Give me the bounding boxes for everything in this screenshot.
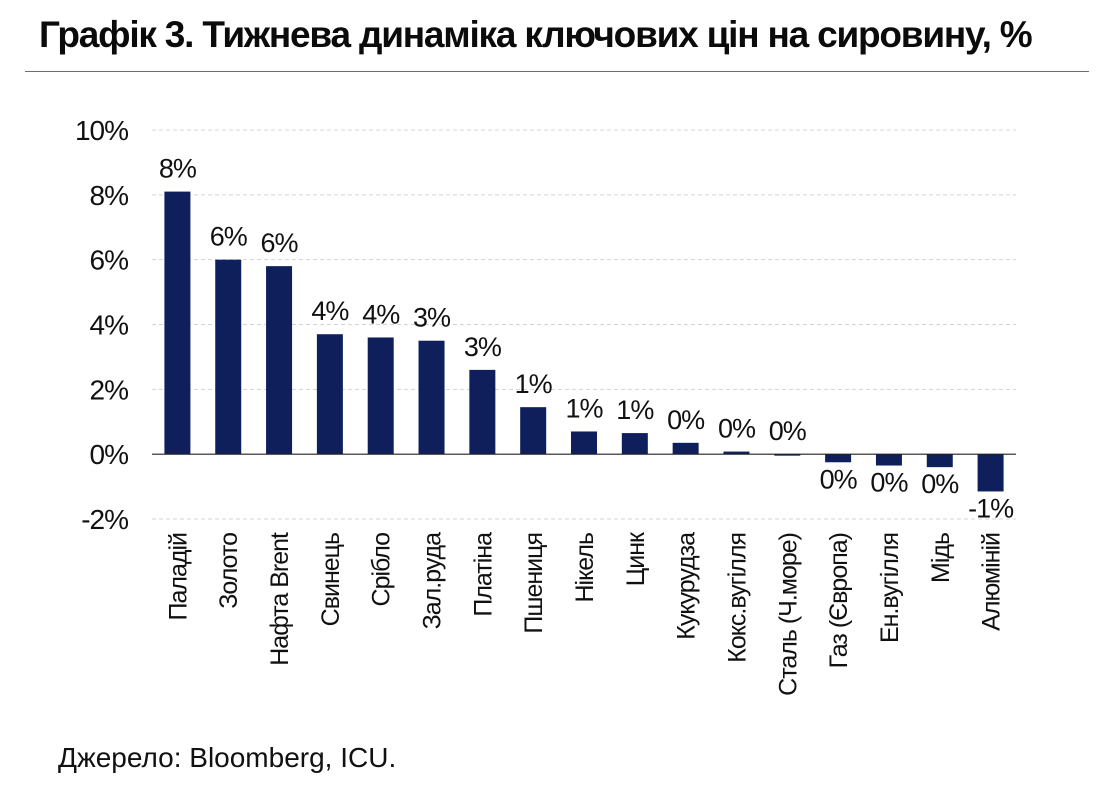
title-divider (25, 71, 1089, 72)
data-label: 0% (718, 414, 756, 444)
bar (621, 433, 648, 455)
bar (723, 451, 750, 455)
chart-title: Графік 3. Тижнева динаміка ключових цін … (39, 14, 1033, 55)
y-tick-label: 6% (90, 245, 129, 276)
data-label: 1% (565, 393, 603, 423)
category-label: Платіна (469, 532, 497, 617)
bar (215, 259, 242, 455)
category-label: Паладій (164, 533, 192, 621)
bar (977, 454, 1004, 492)
y-tick-label: 10% (75, 115, 128, 146)
data-label: 1% (515, 369, 553, 399)
category-label: Золото (215, 533, 243, 609)
bar (571, 431, 597, 455)
bar (520, 407, 547, 455)
data-label: 3% (464, 332, 502, 362)
bar (469, 369, 496, 455)
bar (825, 454, 852, 463)
category-label: Свинець (317, 533, 345, 626)
data-label: 0% (921, 469, 959, 499)
data-labels: 8% 6% 6% 4% 4% 3% 3% 1% 1% 1% 0% 0% 0% 0% 0% 0% -1% (159, 154, 1015, 524)
data-label: 1% (616, 395, 654, 425)
bar (316, 334, 343, 455)
data-label: 0% (667, 405, 705, 435)
category-label: Нікель (571, 533, 599, 603)
category-label: Газ (Європа) (825, 533, 853, 668)
category-label: Нафта Brent (266, 532, 294, 666)
y-tick-label: 8% (90, 180, 129, 211)
category-label: Зал.руда (419, 532, 447, 629)
y-tick-label: 2% (90, 374, 129, 405)
category-label: Ен.вугілля (876, 533, 904, 643)
bar (164, 191, 191, 455)
category-label: Алюміній (978, 533, 1006, 631)
category-label: Сталь (Ч.море) (774, 533, 802, 696)
category-labels: Паладій Золото Нафта Brent Свинець Срібло Зал… (164, 531, 1005, 696)
bar (774, 454, 801, 456)
data-label: 0% (870, 468, 908, 498)
bar (418, 340, 445, 455)
y-tick-label: 4% (90, 310, 129, 341)
bar (266, 266, 293, 455)
data-label: 0% (820, 464, 858, 494)
source-note: Джерело: Bloomberg, ICU. (58, 742, 397, 773)
y-axis-ticks: 10% 8% 6% 4% 2% 0% -2% (75, 115, 129, 535)
category-label: Цинк (622, 531, 650, 586)
category-label: Мідь (927, 533, 955, 583)
bar (875, 454, 902, 466)
bars (164, 191, 1004, 492)
data-label: -1% (968, 493, 1014, 523)
y-tick-label: 0% (90, 439, 129, 470)
y-tick-label: -2% (81, 504, 128, 535)
data-label: 6% (261, 228, 299, 258)
data-label: 6% (210, 222, 248, 252)
category-label: Кокс.вугілля (723, 533, 751, 663)
gridlines (152, 129, 1016, 520)
bar (926, 454, 953, 468)
data-label: 3% (413, 303, 451, 333)
category-label: Срібло (368, 533, 396, 607)
data-label: 4% (311, 296, 349, 326)
data-label: 8% (159, 154, 197, 184)
category-label: Пшениця (520, 533, 548, 634)
bar (672, 442, 699, 455)
data-label: 4% (362, 299, 400, 329)
data-label: 0% (769, 416, 807, 446)
bar (367, 337, 394, 455)
category-label: Кукурудза (673, 532, 701, 640)
